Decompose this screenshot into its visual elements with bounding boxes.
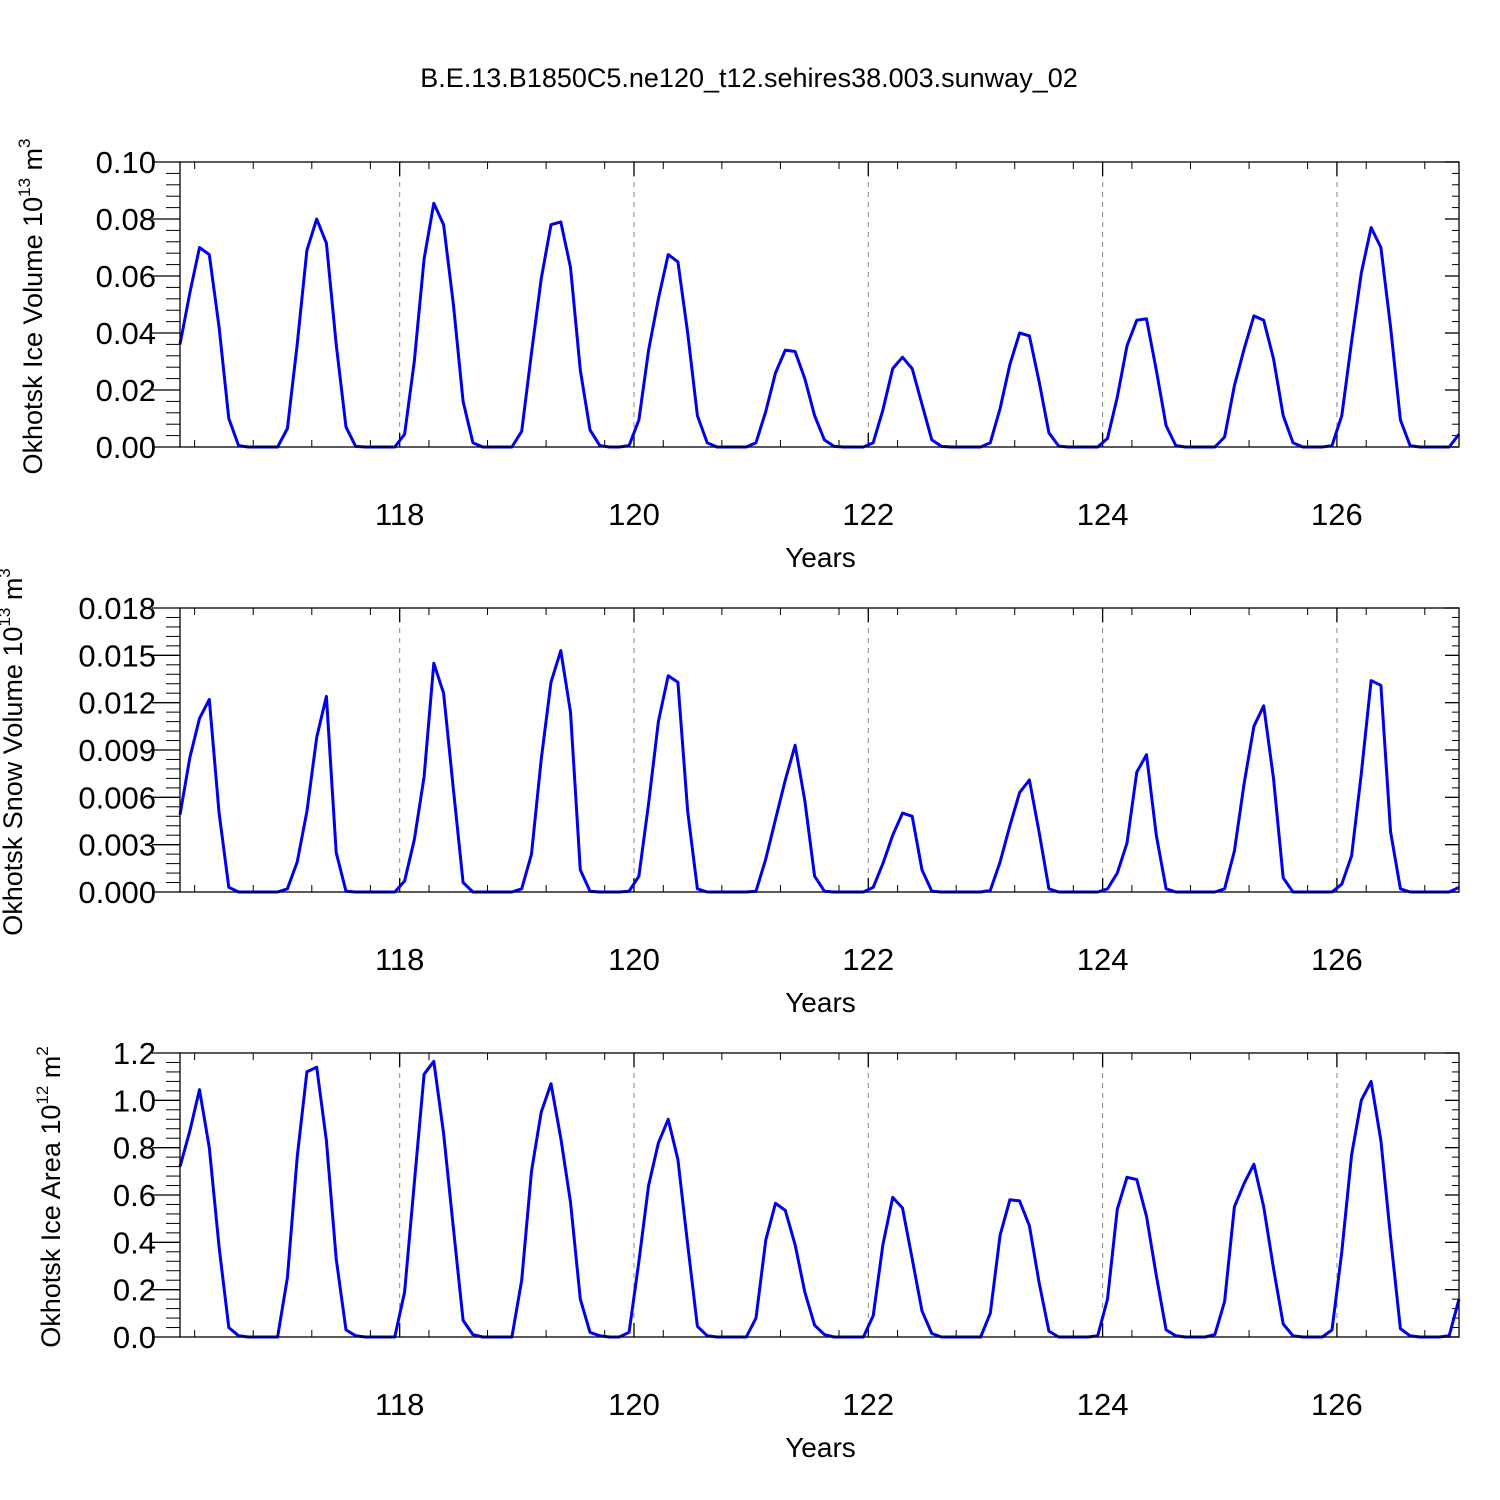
x-tick-label: 118 xyxy=(375,497,424,532)
y-axis-label-unit: m xyxy=(36,1056,66,1086)
x-tick-label: 122 xyxy=(842,942,894,977)
y-axis-label: Okhotsk Ice Area 1012 m2 xyxy=(33,1046,66,1348)
plot-frame xyxy=(179,1052,1460,1338)
y-tick-label: 0.003 xyxy=(78,828,156,863)
y-tick-label: 0.00 xyxy=(96,430,156,465)
y-axis-label: Okhotsk Snow Volume 1013 m3 xyxy=(0,568,28,936)
y-tick-label: 0.6 xyxy=(113,1178,156,1213)
y-axis-label-unit-exponent: 3 xyxy=(0,568,14,577)
y-tick-label: 0.0 xyxy=(113,1320,156,1355)
y-tick-label: 1.2 xyxy=(113,1036,156,1071)
x-axis-label: Years xyxy=(785,542,856,573)
x-grid-lines xyxy=(399,608,1338,892)
x-tick-label: 122 xyxy=(842,1387,894,1422)
x-tick-label: 118 xyxy=(375,942,424,977)
plot-frame xyxy=(179,607,1460,893)
x-axis-label: Years xyxy=(785,1432,856,1463)
x-tick-label: 124 xyxy=(1077,497,1129,532)
y-tick-label: 0.10 xyxy=(96,145,156,180)
y-tick-labels: 0.00 0.02 0.04 0.06 0.08 0.10 xyxy=(96,145,156,465)
x-tick-label: 126 xyxy=(1311,497,1363,532)
y-tick-label: 0.06 xyxy=(96,259,156,294)
x-tick-label: 124 xyxy=(1077,1387,1129,1422)
series-line xyxy=(178,649,1460,894)
x-tick-label: 124 xyxy=(1077,942,1129,977)
y-tick-labels: 0.0 0.2 0.4 0.6 0.8 1.0 1.2 xyxy=(113,1036,156,1355)
series-line xyxy=(178,201,1461,449)
y-tick-label: 0.4 xyxy=(113,1225,156,1260)
panel-snow-volume: 0.000 0.003 0.006 0.009 0.012 0.015 0.01… xyxy=(0,568,1460,1018)
y-tick-labels: 0.000 0.003 0.006 0.009 0.012 0.015 0.01… xyxy=(78,591,156,910)
x-grid-lines xyxy=(399,162,1338,447)
x-tick-label: 126 xyxy=(1311,1387,1363,1422)
y-axis-label-unit: m xyxy=(18,148,48,178)
y-tick-label: 0.006 xyxy=(78,780,156,815)
y-axis-label-unit: m xyxy=(0,578,28,608)
y-axis-label-unit-exponent: 3 xyxy=(15,138,34,147)
series-line xyxy=(178,1059,1461,1339)
y-axis-label-base: Okhotsk Snow Volume 10 xyxy=(0,627,28,936)
x-tick-label: 126 xyxy=(1311,942,1363,977)
x-tick-labels: 118 120 122 124 126 xyxy=(375,497,1363,532)
panel-ice-volume: 0.00 0.02 0.04 0.06 0.08 0.10 118 120 12… xyxy=(15,138,1461,573)
y-tick-label: 0.012 xyxy=(78,686,156,721)
y-tick-label: 0.000 xyxy=(78,875,156,910)
y-axis-label-base: Okhotsk Ice Volume 10 xyxy=(18,197,48,475)
major-ticks xyxy=(152,607,1459,893)
x-tick-label: 118 xyxy=(375,1387,424,1422)
y-axis-label-base: Okhotsk Ice Area 10 xyxy=(36,1105,66,1348)
y-axis-label-unit-exponent: 2 xyxy=(33,1046,52,1055)
x-tick-label: 120 xyxy=(608,1387,660,1422)
x-tick-labels: 118 120 122 124 126 xyxy=(375,1387,1363,1422)
y-axis-label: Okhotsk Ice Volume 1013 m3 xyxy=(15,138,48,474)
y-tick-label: 0.015 xyxy=(78,638,156,673)
minor-ticks xyxy=(166,1053,1459,1337)
x-axis-label: Years xyxy=(785,987,856,1018)
x-tick-label: 120 xyxy=(608,942,660,977)
y-tick-label: 0.08 xyxy=(96,202,156,237)
y-axis-label-exponent: 13 xyxy=(15,178,34,197)
panel-ice-area: 0.0 0.2 0.4 0.6 0.8 1.0 1.2 118 120 122 … xyxy=(33,1036,1461,1463)
x-tick-label: 122 xyxy=(842,497,894,532)
y-tick-label: 0.2 xyxy=(113,1273,156,1308)
y-tick-label: 0.009 xyxy=(78,733,156,768)
x-tick-labels: 118 120 122 124 126 xyxy=(375,942,1363,977)
figure-title: B.E.13.B1850C5.ne120_t12.sehires38.003.s… xyxy=(420,63,1078,93)
y-tick-label: 0.02 xyxy=(96,373,156,408)
y-tick-label: 1.0 xyxy=(113,1083,156,1118)
y-tick-label: 0.04 xyxy=(96,316,156,351)
major-ticks xyxy=(152,161,1459,448)
y-axis-label-exponent: 13 xyxy=(0,608,14,627)
y-tick-label: 0.8 xyxy=(113,1131,156,1166)
x-tick-label: 120 xyxy=(608,497,660,532)
y-axis-label-exponent: 12 xyxy=(33,1086,52,1105)
x-grid-lines xyxy=(399,1053,1338,1337)
plot-frame xyxy=(179,161,1460,448)
y-tick-label: 0.018 xyxy=(78,591,156,626)
minor-ticks xyxy=(166,162,1459,447)
